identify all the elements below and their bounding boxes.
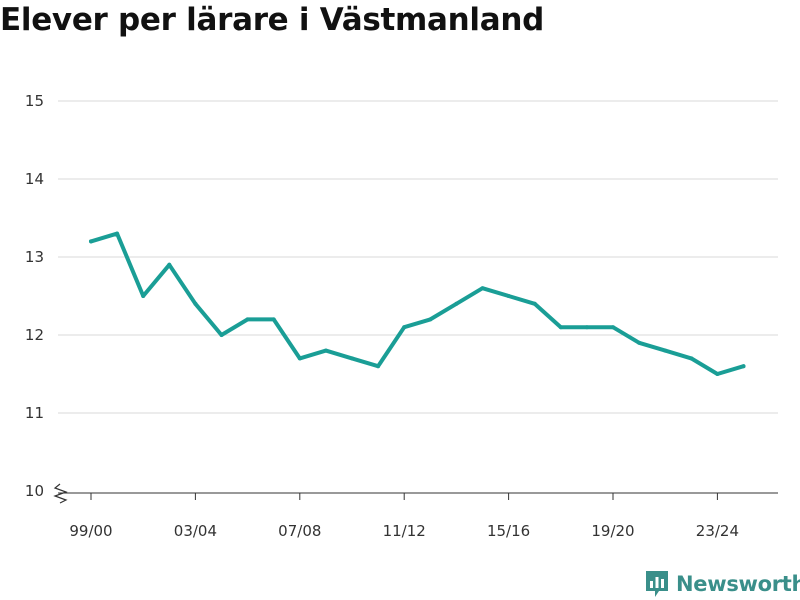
y-tick-label: 10 <box>25 482 44 500</box>
x-axis-ticks: 99/00 03/04 07/08 11/12 15/16 19/20 23/24 <box>69 493 739 540</box>
brand: Newsworthy <box>644 569 800 599</box>
x-tick-label: 07/08 <box>278 522 321 540</box>
y-tick-label: 11 <box>25 404 44 422</box>
y-tick-label: 13 <box>25 248 44 266</box>
x-tick-label: 23/24 <box>696 522 739 540</box>
brand-name: Newsworthy <box>676 572 800 596</box>
data-point <box>689 356 694 361</box>
x-tick-label: 03/04 <box>174 522 217 540</box>
x-tick-label: 11/12 <box>383 522 426 540</box>
data-point <box>558 325 563 330</box>
axis-break-icon <box>53 483 68 504</box>
x-tick-label: 15/16 <box>487 522 530 540</box>
y-gridlines <box>58 100 778 414</box>
data-point <box>637 340 642 345</box>
data-point <box>297 356 302 361</box>
data-point <box>193 301 198 306</box>
series-group <box>89 231 746 376</box>
data-point <box>715 372 720 376</box>
data-point <box>376 364 381 369</box>
data-point <box>141 294 146 298</box>
data-point <box>89 239 93 244</box>
x-tick-label: 99/00 <box>69 522 112 540</box>
data-point <box>167 262 172 267</box>
data-point <box>271 317 276 322</box>
data-point <box>402 325 407 330</box>
y-tick-label: 15 <box>25 92 44 110</box>
data-point <box>428 317 433 322</box>
newsworthy-logo-icon <box>646 571 668 597</box>
data-point <box>454 301 459 306</box>
data-point <box>532 301 537 306</box>
data-point <box>611 325 615 330</box>
data-point <box>663 348 668 353</box>
y-axis-ticks: 10 11 12 13 14 15 <box>25 92 44 500</box>
data-point <box>219 333 224 337</box>
chart-title: Elever per lärare i Västmanland <box>0 2 544 38</box>
x-tick-label: 19/20 <box>591 522 634 540</box>
y-tick-label: 14 <box>25 170 44 188</box>
series-line-0 <box>89 231 746 376</box>
data-point <box>350 356 354 361</box>
y-tick-label: 12 <box>25 326 44 344</box>
data-point <box>115 231 120 236</box>
data-point <box>506 294 511 298</box>
data-point <box>480 286 485 291</box>
data-point <box>245 317 250 322</box>
data-point <box>741 364 746 369</box>
data-point <box>323 348 328 353</box>
data-point <box>584 325 589 330</box>
